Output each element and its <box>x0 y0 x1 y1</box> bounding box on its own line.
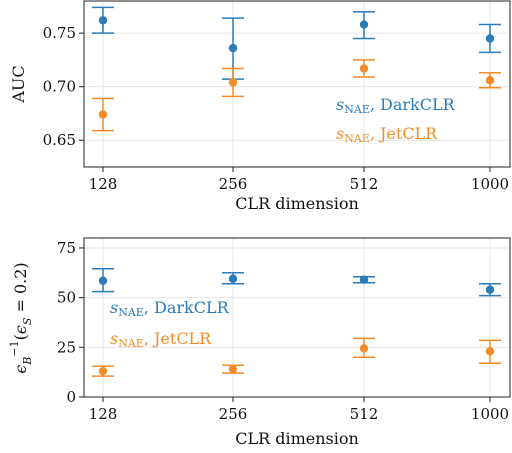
error-bar-point-jetclr <box>222 364 244 374</box>
auc-plot-frame <box>83 0 511 168</box>
error-bar-point-jetclr <box>479 339 501 364</box>
error-bar-point-darkclr <box>353 10 375 40</box>
error-bar-point-darkclr <box>479 282 501 297</box>
error-bar-point-darkclr <box>92 6 114 34</box>
efficiency-y-axis-label: ϵB−1(ϵS = 0.2) <box>8 262 34 373</box>
x-tick-label: 256 <box>219 175 248 193</box>
legend-jetclr-text: , JetCLR <box>370 124 438 143</box>
data-point <box>359 20 369 29</box>
y-tick-label: 0 <box>66 388 76 406</box>
legend-nae-subscript: NAE <box>118 337 144 350</box>
legend-nae-subscript: NAE <box>344 103 370 116</box>
data-point <box>485 34 495 43</box>
data-point <box>228 274 238 283</box>
data-point <box>359 344 369 353</box>
y-tick-label: 75 <box>57 239 76 257</box>
error-bar-point-jetclr <box>353 59 375 78</box>
data-point <box>485 76 495 85</box>
error-bar-point-darkclr <box>479 23 501 54</box>
y-tick-label: 0.65 <box>43 131 76 149</box>
error-bar-point-jetclr <box>353 337 375 358</box>
y-tick-label: 50 <box>57 289 76 307</box>
legend-jetclr-text: , JetCLR <box>144 329 212 348</box>
legend-darkclr-text: , DarkCLR <box>370 95 456 114</box>
efficiency-legend-jetclr: sNAE, JetCLR <box>110 329 212 350</box>
auc-x-axis-label: CLR dimension <box>235 194 359 213</box>
x-tick-label: 128 <box>89 175 118 193</box>
y-tick-label: 0.75 <box>43 24 76 42</box>
auc-legend-jetclr: sNAE, JetCLR <box>336 124 438 145</box>
legend-nae-subscript: NAE <box>118 306 144 319</box>
legend-s-symbol: s <box>110 298 118 317</box>
legend-darkclr-text: , DarkCLR <box>144 298 230 317</box>
auc-legend-darkclr: sNAE, DarkCLR <box>336 95 456 116</box>
data-point <box>485 285 495 294</box>
data-point <box>359 275 369 284</box>
efficiency-legend-darkclr: sNAE, DarkCLR <box>110 298 230 319</box>
data-point <box>228 78 238 87</box>
data-point <box>228 43 238 53</box>
data-point <box>98 276 108 285</box>
error-bar-point-darkclr <box>222 272 244 285</box>
x-tick-label: 512 <box>350 175 379 193</box>
data-point <box>485 347 495 356</box>
data-point <box>98 16 108 25</box>
error-bar-point-jetclr <box>479 72 501 89</box>
x-tick-label: 128 <box>89 405 118 423</box>
data-point <box>228 364 238 374</box>
x-tick-label: 512 <box>350 405 379 423</box>
x-tick-label: 256 <box>219 405 248 423</box>
inverse-background-efficiency-panel: 0 25 50 75 128 256 512 1000 CLR dimension ϵB−1(… <box>8 237 511 448</box>
error-bar-point-darkclr <box>92 268 114 293</box>
error-bar-point-darkclr <box>353 275 375 284</box>
auc-y-axis-label: AUC <box>9 65 28 103</box>
x-tick-label: 1000 <box>471 405 509 423</box>
legend-s-symbol: s <box>336 124 344 143</box>
error-bar-point-jetclr <box>92 97 114 132</box>
legend-s-symbol: s <box>110 329 118 348</box>
error-bar-point-jetclr <box>222 67 244 98</box>
x-tick-label: 1000 <box>471 175 509 193</box>
data-point <box>98 110 108 119</box>
y-tick-label: 0.70 <box>43 78 76 96</box>
legend-nae-subscript: NAE <box>344 132 370 145</box>
data-point <box>98 366 108 376</box>
efficiency-x-axis-label: CLR dimension <box>235 429 359 448</box>
efficiency-plot-frame <box>83 237 511 398</box>
legend-s-symbol: s <box>336 95 344 114</box>
error-bar-point-jetclr <box>92 365 114 377</box>
data-point <box>359 64 369 73</box>
y-tick-label: 25 <box>57 338 76 356</box>
